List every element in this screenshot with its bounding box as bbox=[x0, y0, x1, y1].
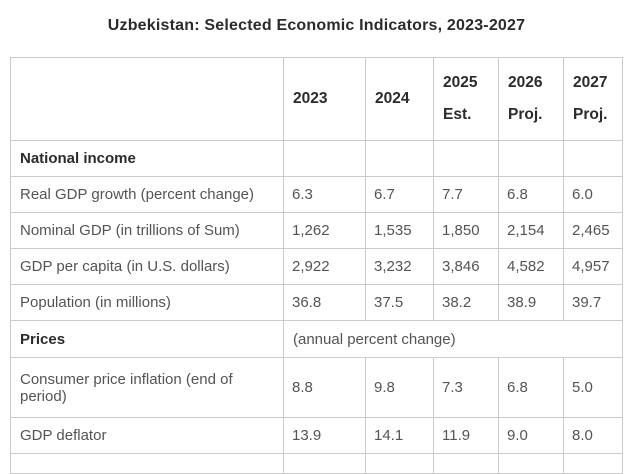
table-cell: 13.9 bbox=[283, 417, 366, 454]
table-cell: 2,465 bbox=[563, 212, 623, 249]
table-cell: 4,957 bbox=[563, 248, 623, 285]
row-label: Population (in millions) bbox=[10, 284, 284, 321]
table-cell bbox=[365, 140, 434, 177]
table-cell bbox=[433, 453, 499, 474]
column-header-2024: 2024 bbox=[365, 57, 434, 141]
column-header-2027-proj: 2027 Proj. bbox=[563, 57, 623, 141]
section-row-prices: Prices (annual percent change) bbox=[10, 320, 623, 358]
row-label: Real GDP growth (percent change) bbox=[10, 176, 284, 213]
page-title: Uzbekistan: Selected Economic Indicators… bbox=[107, 17, 526, 34]
table-cell: 8.8 bbox=[283, 357, 366, 418]
year-label: 2023 bbox=[293, 90, 328, 107]
table-header-row: 2023 2024 2025 Est. 2026 Proj. 2027 Proj… bbox=[10, 57, 623, 141]
table-row-real-gdp-growth: Real GDP growth (percent change) 6.3 6.7… bbox=[10, 176, 623, 213]
table-cell: 9.8 bbox=[365, 357, 434, 418]
economic-indicators-table: 2023 2024 2025 Est. 2026 Proj. 2027 Proj… bbox=[10, 57, 623, 474]
table-cell bbox=[563, 140, 623, 177]
year-label: 2027 bbox=[573, 74, 608, 91]
table-cell bbox=[563, 453, 623, 474]
table-cell: 39.7 bbox=[563, 284, 623, 321]
table-row-clipped bbox=[10, 453, 623, 474]
table-cell: 6.8 bbox=[498, 176, 564, 213]
table-cell: 1,850 bbox=[433, 212, 499, 249]
section-row-national-income: National income bbox=[10, 140, 623, 177]
table-cell bbox=[498, 140, 564, 177]
row-label: GDP deflator bbox=[10, 417, 284, 454]
table-cell: 3,846 bbox=[433, 248, 499, 285]
table-cell: 14.1 bbox=[365, 417, 434, 454]
table-cell: 3,232 bbox=[365, 248, 434, 285]
projection-label: Proj. bbox=[573, 106, 608, 123]
table-cell: 7.3 bbox=[433, 357, 499, 418]
column-header-blank bbox=[10, 57, 284, 141]
column-header-2023: 2023 bbox=[283, 57, 366, 141]
row-label: Consumer price inflation (end of period) bbox=[10, 357, 284, 418]
column-header-2026-proj: 2026 Proj. bbox=[498, 57, 564, 141]
table-cell: 2,154 bbox=[498, 212, 564, 249]
table-cell: 2,922 bbox=[283, 248, 366, 285]
table-cell: 4,582 bbox=[498, 248, 564, 285]
year-label: 2026 bbox=[508, 74, 543, 91]
section-title: National income bbox=[10, 140, 284, 177]
table-row-population: Population (in millions) 36.8 37.5 38.2 … bbox=[10, 284, 623, 321]
table-cell: 8.0 bbox=[563, 417, 623, 454]
table-cell bbox=[498, 453, 564, 474]
year-label: 2024 bbox=[375, 90, 410, 107]
row-label bbox=[10, 453, 284, 474]
table-cell: 36.8 bbox=[283, 284, 366, 321]
table-cell bbox=[365, 453, 434, 474]
table-row-gdp-deflator: GDP deflator 13.9 14.1 11.9 9.0 8.0 bbox=[10, 417, 623, 454]
table-cell: 1,535 bbox=[365, 212, 434, 249]
table-row-nominal-gdp: Nominal GDP (in trillions of Sum) 1,262 … bbox=[10, 212, 623, 249]
section-note: (annual percent change) bbox=[283, 320, 623, 358]
row-label: Nominal GDP (in trillions of Sum) bbox=[10, 212, 284, 249]
projection-label: Proj. bbox=[508, 106, 543, 123]
table-cell: 5.0 bbox=[563, 357, 623, 418]
table-cell: 6.7 bbox=[365, 176, 434, 213]
table-cell: 11.9 bbox=[433, 417, 499, 454]
row-label: GDP per capita (in U.S. dollars) bbox=[10, 248, 284, 285]
estimate-label: Est. bbox=[443, 106, 472, 123]
table-cell: 6.8 bbox=[498, 357, 564, 418]
table-cell: 9.0 bbox=[498, 417, 564, 454]
table-cell: 38.9 bbox=[498, 284, 564, 321]
table-cell: 38.2 bbox=[433, 284, 499, 321]
table-cell: 6.3 bbox=[283, 176, 366, 213]
table-row-consumer-price-inflation: Consumer price inflation (end of period)… bbox=[10, 357, 623, 418]
section-title: Prices bbox=[10, 320, 284, 358]
column-header-2025-est: 2025 Est. bbox=[433, 57, 499, 141]
table-cell: 37.5 bbox=[365, 284, 434, 321]
table-cell bbox=[433, 140, 499, 177]
table-cell: 6.0 bbox=[563, 176, 623, 213]
table-cell bbox=[283, 140, 366, 177]
table-row-gdp-per-capita: GDP per capita (in U.S. dollars) 2,922 3… bbox=[10, 248, 623, 285]
table-cell: 7.7 bbox=[433, 176, 499, 213]
table-cell: 1,262 bbox=[283, 212, 366, 249]
year-label: 2025 bbox=[443, 74, 478, 91]
table-cell bbox=[283, 453, 366, 474]
